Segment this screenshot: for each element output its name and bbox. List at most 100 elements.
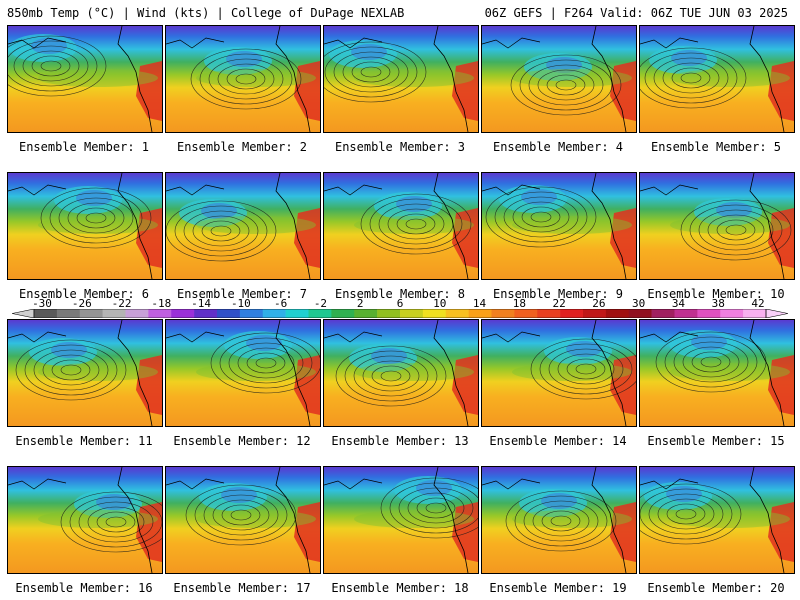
colorbar-swatch xyxy=(308,309,332,318)
colorbar-swatch xyxy=(102,309,126,318)
ensemble-map-panel xyxy=(165,319,321,427)
colorbar-tick-label: -10 xyxy=(230,297,251,310)
ensemble-map-panel xyxy=(7,172,163,280)
ensemble-map-panel xyxy=(165,172,321,280)
colorbar-swatch xyxy=(445,309,469,318)
colorbar-swatch xyxy=(239,309,264,318)
colorbar-swatch xyxy=(285,309,309,318)
colorbar-swatch xyxy=(674,309,698,318)
colorbar-swatch xyxy=(354,309,378,318)
colorbar-swatch xyxy=(720,309,744,318)
ensemble-map-panel xyxy=(7,319,163,427)
temperature-wind-map xyxy=(8,320,162,426)
colorbar-swatch xyxy=(468,309,492,318)
colorbar-swatch xyxy=(125,309,149,318)
colorbar-tick-label: -22 xyxy=(111,297,132,310)
ensemble-member-label: Ensemble Member: 1 xyxy=(18,140,150,154)
colorbar-swatch xyxy=(56,309,81,318)
ensemble-member-label: Ensemble Member: 14 xyxy=(489,434,627,448)
ensemble-map-panel xyxy=(639,172,795,280)
ensemble-member-label: Ensemble Member: 6 xyxy=(18,287,150,301)
colorbar-swatch xyxy=(194,309,218,318)
run-valid-time: 06Z GEFS | F264 Valid: 06Z TUE JUN 03 20… xyxy=(484,6,788,20)
ensemble-member-label: Ensemble Member: 12 xyxy=(173,434,311,448)
colorbar-tick-label: 18 xyxy=(512,297,526,310)
colorbar-swatch xyxy=(331,309,355,318)
temperature-wind-map xyxy=(166,173,320,279)
colorbar-tick-label: 26 xyxy=(592,297,606,310)
ensemble-member-label: Ensemble Member: 15 xyxy=(647,434,785,448)
temperature-wind-map xyxy=(324,173,478,279)
colorbar-swatch xyxy=(217,309,241,318)
temperature-wind-map xyxy=(166,26,320,132)
colorbar-swatch xyxy=(514,309,538,318)
ensemble-map-panel xyxy=(481,319,637,427)
colorbar-swatch xyxy=(34,309,58,318)
colorbar-tick-label: -18 xyxy=(151,297,172,310)
colorbar-tick-label: -26 xyxy=(71,297,92,310)
colorbar-swatch xyxy=(377,309,401,318)
header: 850mb Temp (°C) | Wind (kts) | College o… xyxy=(0,0,800,24)
colorbar-swatch xyxy=(537,309,561,318)
ensemble-map-panel xyxy=(639,466,795,574)
colorbar-swatch xyxy=(560,309,584,318)
ensemble-map-panel xyxy=(323,172,479,280)
ensemble-map-panel xyxy=(165,466,321,574)
temperature-wind-map xyxy=(482,320,636,426)
colorbar-tick-label: -6 xyxy=(274,297,288,310)
temperature-wind-map xyxy=(8,467,162,573)
temperature-wind-map xyxy=(8,26,162,132)
temperature-wind-map xyxy=(324,320,478,426)
colorbar-tick-label: 10 xyxy=(433,297,447,310)
ensemble-member-label: Ensemble Member: 13 xyxy=(331,434,469,448)
map-title: 850mb Temp (°C) | Wind (kts) | College o… xyxy=(7,6,405,20)
ensemble-member-label: Ensemble Member: 19 xyxy=(489,581,627,595)
ensemble-member-label: Ensemble Member: 18 xyxy=(331,581,469,595)
colorbar-tick-label: 34 xyxy=(671,297,686,310)
colorbar-swatch xyxy=(697,309,721,318)
ensemble-map-panel xyxy=(7,466,163,574)
colorbar-tick-label: 2 xyxy=(356,297,364,310)
colorbar-tick-label: -30 xyxy=(32,297,52,310)
ensemble-member-label: Ensemble Member: 17 xyxy=(173,581,311,595)
temperature-wind-map xyxy=(8,173,162,279)
colorbar-swatch xyxy=(651,309,675,318)
colorbar-swatch xyxy=(743,309,767,318)
ensemble-map-panel xyxy=(639,319,795,427)
temperature-colorbar: -30 -26 -22 -18 -14 -10 -6 -2 2 6 10 14 18 22 26 30 34 38… xyxy=(12,297,788,321)
colorbar-swatch xyxy=(148,309,172,318)
ensemble-map-panel xyxy=(481,172,637,280)
ensemble-map-panel xyxy=(323,319,479,427)
temperature-wind-map xyxy=(640,173,794,279)
temperature-wind-map xyxy=(324,467,478,573)
colorbar-tick-label: -14 xyxy=(191,297,212,310)
colorbar-swatch xyxy=(491,309,515,318)
colorbar-tick-label: 14 xyxy=(472,297,487,310)
ensemble-member-label: Ensemble Member: 16 xyxy=(15,581,153,595)
ensemble-member-label: Ensemble Member: 8 xyxy=(334,287,466,301)
ensemble-member-label: Ensemble Member: 4 xyxy=(492,140,624,154)
ensemble-map-panel xyxy=(481,25,637,133)
colorbar-swatch xyxy=(628,309,652,318)
temperature-wind-map xyxy=(482,467,636,573)
colorbar-tick-label: 30 xyxy=(632,297,646,310)
colorbar-swatch xyxy=(79,309,103,318)
temperature-wind-map xyxy=(166,320,320,426)
colorbar-swatch xyxy=(171,309,195,318)
ensemble-member-label: Ensemble Member: 10 xyxy=(647,287,785,301)
temperature-wind-map xyxy=(482,26,636,132)
ensemble-member-label: Ensemble Member: 2 xyxy=(176,140,308,154)
colorbar-swatch xyxy=(262,309,286,318)
colorbar-swatch xyxy=(605,309,630,318)
ensemble-member-label: Ensemble Member: 20 xyxy=(647,581,785,595)
colorbar-swatch xyxy=(422,309,447,318)
temperature-wind-map xyxy=(640,320,794,426)
ensemble-member-label: Ensemble Member: 7 xyxy=(176,287,308,301)
colorbar-tick-label: 6 xyxy=(396,297,404,310)
temperature-wind-map xyxy=(166,467,320,573)
colorbar-tick-label: -2 xyxy=(313,297,328,310)
colorbar-tick-label: 38 xyxy=(711,297,725,310)
colorbar-swatch xyxy=(400,309,424,318)
ensemble-map-panel xyxy=(165,25,321,133)
ensemble-member-label: Ensemble Member: 5 xyxy=(650,140,782,154)
